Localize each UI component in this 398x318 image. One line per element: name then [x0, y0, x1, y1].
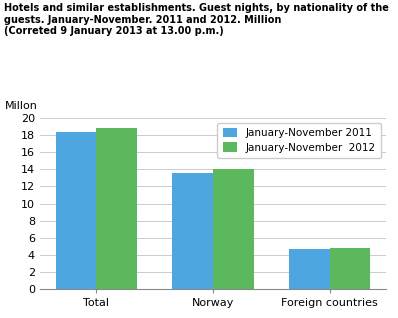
Text: Millon: Millon: [5, 101, 38, 111]
Bar: [172, 173, 213, 289]
Bar: [213, 169, 254, 289]
Bar: [330, 248, 370, 289]
Bar: [56, 132, 96, 289]
Bar: [96, 128, 137, 289]
Legend: January-November 2011, January-November  2012: January-November 2011, January-November …: [217, 123, 381, 158]
Bar: [289, 249, 330, 289]
Text: Hotels and similar establishments. Guest nights, by nationality of the
guests. J: Hotels and similar establishments. Guest…: [4, 3, 389, 36]
